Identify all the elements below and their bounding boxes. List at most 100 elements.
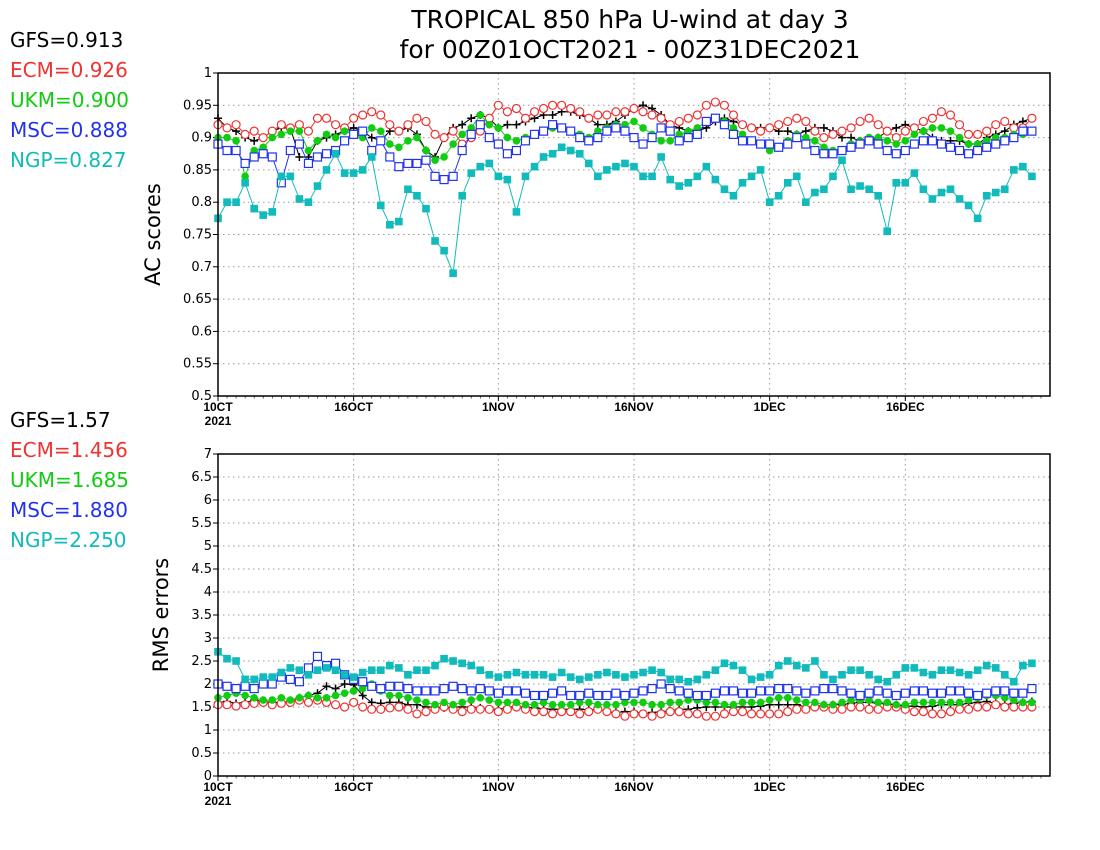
data-point: [1028, 172, 1036, 181]
x-tick-label: 1DEC: [754, 400, 786, 414]
data-point: [476, 694, 485, 702]
data-point: [737, 120, 748, 130]
data-point: [421, 116, 431, 127]
data-point: [792, 704, 802, 714]
data-point: [756, 126, 766, 136]
data-point: [936, 688, 947, 698]
data-point: [231, 701, 241, 711]
data-point: [874, 698, 882, 707]
data-point: [774, 661, 783, 670]
data-point: [693, 172, 702, 181]
data-point: [557, 706, 567, 717]
data-point: [883, 137, 892, 145]
data-point: [521, 671, 530, 679]
data-point: [964, 149, 974, 159]
data-point: [594, 671, 602, 679]
data-point: [349, 673, 358, 681]
data-point: [964, 671, 973, 679]
data-point: [684, 179, 693, 187]
data-point: [223, 133, 231, 142]
data-point: [729, 191, 738, 200]
data-point: [539, 153, 548, 161]
x-tick-year: 2021: [205, 794, 232, 808]
data-point: [728, 686, 739, 696]
data-point: [936, 107, 947, 117]
data-point: [945, 110, 956, 120]
data-point: [837, 145, 847, 156]
data-point: [910, 130, 919, 139]
data-point: [900, 126, 910, 136]
data-point: [918, 686, 928, 696]
data-point: [811, 698, 819, 707]
data-point: [330, 120, 341, 130]
data-point: [223, 654, 231, 663]
data-point: [982, 661, 991, 670]
y-tick-label: 0.65: [183, 292, 212, 307]
data-point: [268, 673, 277, 681]
series-ngp: [214, 143, 1036, 278]
data-point: [883, 698, 892, 707]
data-point: [413, 666, 421, 674]
data-point: [240, 700, 250, 710]
data-point: [647, 133, 657, 143]
data-point: [765, 709, 775, 719]
data-point: [349, 687, 358, 695]
data-point: [386, 661, 394, 670]
data-point: [720, 659, 729, 668]
data-point: [774, 683, 784, 694]
data-point: [774, 694, 783, 702]
score-ngp: NGP=2.250: [10, 528, 127, 552]
data-point: [538, 126, 549, 136]
data-point: [801, 688, 811, 698]
data-point: [737, 136, 748, 146]
data-point: [955, 195, 964, 203]
data-point: [630, 698, 638, 707]
data-point: [838, 156, 846, 165]
data-point: [629, 688, 639, 698]
data-point: [575, 709, 585, 719]
data-point: [440, 153, 448, 161]
data-point: [502, 149, 512, 159]
data-point: [430, 171, 440, 181]
data-point: [322, 130, 331, 139]
data-point: [954, 120, 965, 130]
data-point: [892, 671, 901, 679]
data-point: [656, 709, 666, 719]
data-point: [412, 113, 422, 123]
data-point: [431, 156, 439, 165]
data-point: [746, 136, 757, 146]
data-point: [222, 681, 232, 691]
data-point: [241, 675, 249, 684]
data-point: [340, 127, 349, 135]
data-point: [458, 120, 467, 129]
data-point: [331, 149, 340, 158]
data-point: [493, 139, 503, 149]
data-point: [557, 123, 567, 133]
data-point: [376, 127, 385, 135]
data-point: [774, 191, 783, 200]
data-point: [729, 661, 738, 670]
data-point: [548, 673, 557, 681]
data-point: [240, 681, 250, 691]
data-point: [548, 120, 558, 130]
score-ecm: ECM=1.456: [10, 438, 128, 462]
data-point: [747, 172, 756, 181]
data-point: [331, 133, 340, 142]
data-point: [1019, 661, 1027, 670]
data-point: [367, 153, 376, 161]
data-point: [630, 162, 638, 171]
data-point: [286, 664, 295, 672]
data-point: [584, 673, 593, 681]
data-point: [575, 675, 584, 684]
data-point: [395, 217, 403, 226]
y-tick-label: 6: [204, 493, 212, 508]
data-point: [783, 706, 793, 717]
data-point: [386, 140, 394, 148]
data-point: [765, 686, 775, 696]
y-tick-label: 3: [204, 631, 212, 646]
data-point: [1000, 671, 1009, 679]
data-point: [603, 700, 611, 709]
data-point: [430, 686, 440, 696]
data-point: [494, 698, 503, 707]
data-point: [602, 110, 612, 120]
